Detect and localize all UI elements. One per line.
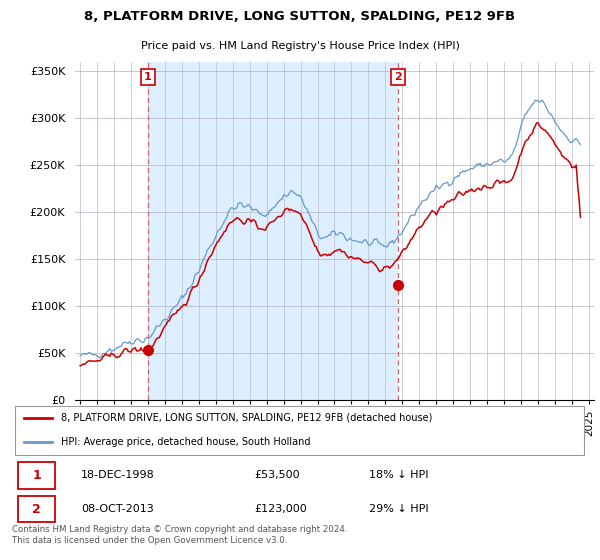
FancyBboxPatch shape <box>18 496 55 522</box>
Text: Price paid vs. HM Land Registry's House Price Index (HPI): Price paid vs. HM Land Registry's House … <box>140 41 460 51</box>
Text: Contains HM Land Registry data © Crown copyright and database right 2024.
This d: Contains HM Land Registry data © Crown c… <box>12 525 347 545</box>
FancyBboxPatch shape <box>18 462 55 488</box>
Text: 29% ↓ HPI: 29% ↓ HPI <box>369 504 429 514</box>
Text: 08-OCT-2013: 08-OCT-2013 <box>81 504 154 514</box>
Text: 2: 2 <box>394 72 402 82</box>
Text: 18-DEC-1998: 18-DEC-1998 <box>81 470 155 480</box>
Text: £53,500: £53,500 <box>254 470 299 480</box>
Text: 8, PLATFORM DRIVE, LONG SUTTON, SPALDING, PE12 9FB (detached house): 8, PLATFORM DRIVE, LONG SUTTON, SPALDING… <box>61 413 433 423</box>
Bar <box>148 62 398 400</box>
Text: 1: 1 <box>144 72 152 82</box>
Text: £123,000: £123,000 <box>254 504 307 514</box>
Text: 18% ↓ HPI: 18% ↓ HPI <box>369 470 428 480</box>
Text: 1: 1 <box>32 469 41 482</box>
FancyBboxPatch shape <box>15 407 584 455</box>
Text: 8, PLATFORM DRIVE, LONG SUTTON, SPALDING, PE12 9FB: 8, PLATFORM DRIVE, LONG SUTTON, SPALDING… <box>85 10 515 23</box>
Text: 2: 2 <box>32 502 41 516</box>
Text: HPI: Average price, detached house, South Holland: HPI: Average price, detached house, Sout… <box>61 437 310 447</box>
